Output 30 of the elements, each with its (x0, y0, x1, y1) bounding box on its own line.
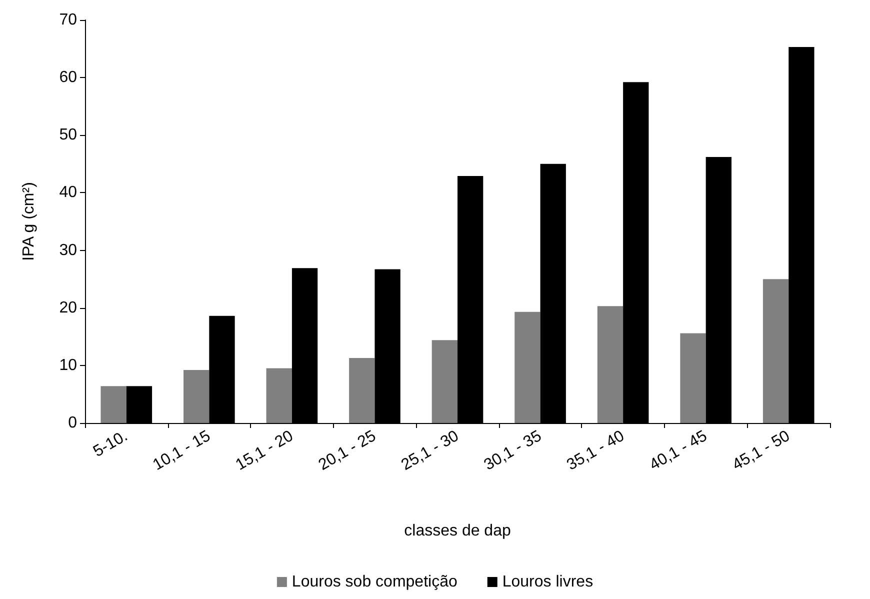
y-tick-label: 50 (59, 126, 78, 144)
x-tick-label: 30,1 - 35 (481, 428, 545, 474)
bar (100, 386, 126, 423)
x-tick-label: 35,1 - 40 (564, 428, 628, 474)
x-axis-title: classes de dap (404, 522, 511, 540)
y-tick-label: 60 (59, 69, 78, 86)
x-tick-label: 40,1 - 45 (646, 428, 710, 474)
y-tick-label: 40 (59, 184, 78, 202)
y-tick-label: 10 (59, 356, 78, 374)
y-tick-label: 0 (68, 414, 78, 432)
legend-label: Louros sob competição (292, 574, 458, 590)
legend-label: Louros livres (502, 574, 594, 590)
bar (349, 358, 375, 423)
x-tick-label: 45,1 - 50 (730, 428, 793, 474)
y-tick-label: 70 (59, 12, 78, 28)
x-tick-label: 10,1 - 15 (150, 428, 214, 474)
bar (184, 370, 210, 423)
bar (597, 306, 624, 423)
bar (762, 279, 789, 423)
x-tick-label: 15,1 - 20 (233, 428, 296, 474)
bar (680, 333, 706, 423)
y-axis-title: IPA g (cm²) (20, 182, 38, 261)
x-tick-label: 25,1 - 30 (398, 428, 462, 474)
y-tick-label: 20 (59, 299, 78, 316)
y-tick-label: 30 (59, 242, 78, 259)
bar (432, 340, 458, 423)
x-tick-label: 5-10. (90, 428, 131, 461)
x-tick-label: 20,1 - 25 (316, 428, 380, 474)
bar (514, 312, 540, 423)
bar (266, 368, 292, 423)
